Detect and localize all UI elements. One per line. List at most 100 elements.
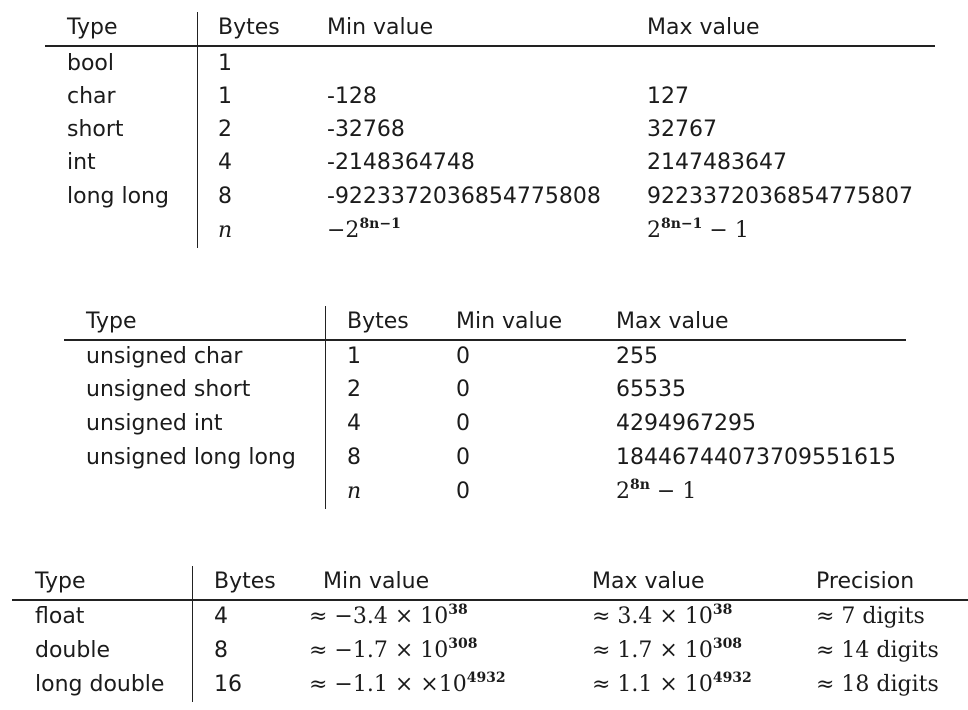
min-cell: 0 xyxy=(456,344,470,369)
min-cell: 0 xyxy=(456,411,470,436)
precision-cell: ≈ 7 digits xyxy=(816,604,925,629)
bytes-cell: 8 xyxy=(218,184,232,209)
header-type: Type xyxy=(67,15,118,40)
bytes-cell: 1 xyxy=(218,84,232,109)
type-cell: long long xyxy=(67,184,169,209)
header-max-value: Max value xyxy=(616,309,729,334)
table-row: char 1 -128 127 xyxy=(0,80,968,114)
min-formula: −28n−1 xyxy=(327,214,401,250)
bytes-cell: 4 xyxy=(347,411,361,436)
header-bytes: Bytes xyxy=(218,15,280,40)
max-exponent: 38 xyxy=(712,602,733,618)
formula-row: n −28n−1 28n−1 − 1 xyxy=(0,214,968,248)
min-formula-base: −2 xyxy=(327,218,360,243)
min-cell: ≈ −3.4 × 1038 xyxy=(309,600,468,636)
table-row: int 4 -2148364748 2147483647 xyxy=(0,146,968,180)
max-cell: ≈ 1.7 × 10308 xyxy=(592,634,742,670)
max-formula: 28n−1 − 1 xyxy=(647,214,749,250)
table-header-row: Type Bytes Min value Max value xyxy=(0,305,968,339)
type-cell: unsigned short xyxy=(86,377,251,402)
max-formula-base: 2 xyxy=(616,479,630,504)
type-cell: long double xyxy=(35,672,165,697)
min-cell: ≈ −1.7 × 10308 xyxy=(309,634,478,670)
table-row: unsigned long long 8 0 18446744073709551… xyxy=(0,441,968,475)
table-row: unsigned short 2 0 65535 xyxy=(0,373,968,407)
type-cell: int xyxy=(67,150,96,175)
type-cell: unsigned char xyxy=(86,344,243,369)
min-cell: -128 xyxy=(327,84,377,109)
max-mantissa: ≈ 1.7 × 10 xyxy=(592,638,713,663)
header-type: Type xyxy=(86,309,137,334)
bytes-cell: 1 xyxy=(347,344,361,369)
table-row: double 8 ≈ −1.7 × 10308 ≈ 1.7 × 10308 ≈ … xyxy=(0,634,968,668)
max-exponent: 4932 xyxy=(712,670,752,686)
table-header-row: Type Bytes Min value Max value xyxy=(0,11,968,45)
header-max-value: Max value xyxy=(647,15,760,40)
header-min-value: Min value xyxy=(323,569,430,594)
min-cell: -2148364748 xyxy=(327,150,475,175)
bytes-cell: 2 xyxy=(218,117,232,142)
table-row: short 2 -32768 32767 xyxy=(0,113,968,147)
header-bytes: Bytes xyxy=(347,309,409,334)
header-rule xyxy=(45,45,935,47)
header-max-value: Max value xyxy=(592,569,705,594)
max-cell: 255 xyxy=(616,344,658,369)
min-exponent: 4932 xyxy=(466,670,506,686)
table-row: long long 8 -9223372036854775808 9223372… xyxy=(0,180,968,214)
max-cell: 127 xyxy=(647,84,689,109)
max-exponent: 308 xyxy=(712,636,743,652)
min-cell: 0 xyxy=(456,445,470,470)
column-divider xyxy=(192,566,194,702)
max-formula-base: 2 xyxy=(647,218,661,243)
table-row: float 4 ≈ −3.4 × 1038 ≈ 3.4 × 1038 ≈ 7 d… xyxy=(0,600,968,634)
max-cell: 18446744073709551615 xyxy=(616,445,896,470)
bytes-cell: 1 xyxy=(218,51,232,76)
bytes-cell: 4 xyxy=(214,604,228,629)
max-formula: 28n − 1 xyxy=(616,475,696,511)
header-rule xyxy=(64,339,906,341)
max-mantissa: ≈ 3.4 × 10 xyxy=(592,604,713,629)
max-formula-suffix: − 1 xyxy=(649,479,697,504)
max-cell: 2147483647 xyxy=(647,150,787,175)
bytes-cell: 8 xyxy=(214,638,228,663)
bytes-cell: 8 xyxy=(347,445,361,470)
min-exponent: 38 xyxy=(448,602,468,618)
type-cell: char xyxy=(67,84,116,109)
min-cell: 0 xyxy=(456,377,470,402)
table-row: bool 1 xyxy=(0,47,968,81)
table-header-row: Type Bytes Min value Max value Precision xyxy=(0,565,968,599)
bytes-cell: n xyxy=(347,479,362,504)
header-min-value: Min value xyxy=(456,309,563,334)
header-min-value: Min value xyxy=(327,15,434,40)
header-rule xyxy=(12,599,968,601)
max-cell: 9223372036854775807 xyxy=(647,184,913,209)
type-cell: unsigned long long xyxy=(86,445,296,470)
bytes-cell: 4 xyxy=(218,150,232,175)
formula-row: n 0 28n − 1 xyxy=(0,475,968,509)
max-cell: 32767 xyxy=(647,117,717,142)
max-formula-exponent: 8n xyxy=(630,477,650,493)
bytes-cell: 2 xyxy=(347,377,361,402)
min-exponent: 308 xyxy=(448,636,478,652)
min-cell: -32768 xyxy=(327,117,405,142)
min-mantissa: ≈ −1.7 × 10 xyxy=(309,638,449,663)
max-cell: 4294967295 xyxy=(616,411,756,436)
column-divider xyxy=(325,306,327,509)
signed-integer-table: Type Bytes Min value Max value bool 1 ch… xyxy=(0,0,968,260)
table-row: unsigned char 1 0 255 xyxy=(0,340,968,374)
min-mantissa: ≈ −3.4 × 10 xyxy=(309,604,449,629)
max-mantissa: ≈ 1.1 × 10 xyxy=(592,672,713,697)
type-cell: double xyxy=(35,638,110,663)
header-precision: Precision xyxy=(816,569,915,594)
min-cell: ≈ −1.1 × ×104932 xyxy=(309,668,506,704)
table-row: long double 16 ≈ −1.1 × ×104932 ≈ 1.1 × … xyxy=(0,668,968,702)
table-row: unsigned int 4 0 4294967295 xyxy=(0,407,968,441)
max-cell: 65535 xyxy=(616,377,686,402)
header-type: Type xyxy=(35,569,86,594)
unsigned-integer-table: Type Bytes Min value Max value unsigned … xyxy=(0,305,968,509)
type-cell: unsigned int xyxy=(86,411,223,436)
max-formula-exponent: 8n−1 xyxy=(661,216,703,232)
max-formula-suffix: − 1 xyxy=(702,218,749,243)
type-cell: float xyxy=(35,604,85,629)
